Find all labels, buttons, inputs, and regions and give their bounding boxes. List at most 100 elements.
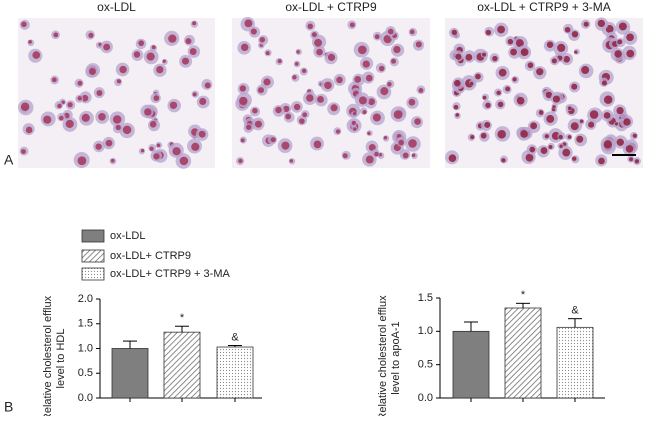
lipid — [391, 58, 397, 64]
lipid — [564, 26, 571, 33]
lipid — [192, 92, 197, 97]
lipid — [281, 141, 290, 150]
lipid — [162, 59, 166, 63]
lipid — [244, 19, 253, 28]
lipid — [285, 113, 292, 120]
lipid — [409, 29, 415, 35]
lipid — [470, 135, 475, 140]
y-tick-label: 2.0 — [78, 293, 93, 305]
bar — [504, 307, 542, 399]
lipid — [372, 113, 381, 122]
lipid — [365, 74, 373, 82]
lipid — [538, 110, 544, 115]
legend-swatch — [81, 267, 105, 281]
lipid — [144, 108, 152, 116]
lipid — [505, 86, 511, 92]
caption: ox-LDL + CTRP9 + 3-MA — [477, 0, 611, 14]
lipid — [185, 38, 192, 45]
lipid — [567, 135, 572, 139]
lipid — [616, 106, 624, 115]
significance: * — [521, 289, 526, 301]
lipid — [497, 130, 506, 139]
lipid — [527, 62, 534, 69]
lipid — [81, 113, 90, 122]
lipid — [383, 34, 392, 44]
lipid — [181, 57, 190, 65]
legend-swatch — [81, 229, 105, 243]
lipid — [156, 143, 161, 148]
lipid — [191, 142, 200, 151]
lipid — [516, 96, 525, 105]
lipid — [140, 148, 145, 153]
lipid — [199, 97, 207, 105]
lipid — [387, 82, 392, 87]
significance: * — [180, 312, 185, 324]
lipid — [530, 122, 538, 130]
y-tick-label: 0.0 — [418, 392, 433, 404]
y-tick-label: 1.0 — [78, 342, 93, 354]
lipid — [571, 83, 578, 90]
lipid — [374, 151, 379, 157]
lipid — [393, 110, 403, 119]
lipid — [603, 112, 611, 119]
lipid — [378, 65, 385, 72]
lipid — [598, 157, 605, 165]
lipid — [110, 158, 115, 163]
bar — [556, 326, 594, 399]
lipid — [574, 50, 578, 54]
lipid — [289, 159, 294, 163]
lipid — [122, 125, 132, 135]
lipid — [579, 119, 584, 124]
lipid — [567, 106, 572, 111]
lipid — [43, 115, 52, 124]
lipid — [77, 96, 82, 101]
lipid — [551, 58, 557, 64]
lipid — [415, 41, 422, 48]
lipid — [296, 50, 300, 54]
lipid — [418, 88, 424, 93]
lipid — [358, 96, 367, 105]
lipid — [605, 25, 614, 33]
lipid — [316, 48, 323, 56]
lipid — [632, 133, 637, 138]
lipid — [349, 22, 355, 28]
lipid — [96, 90, 103, 97]
lipid — [259, 36, 266, 43]
lipid — [570, 122, 579, 131]
lipid — [353, 127, 357, 131]
lipid — [571, 30, 579, 38]
y-axis-label: level to apoA-1 — [390, 321, 402, 394]
lipid — [544, 134, 549, 139]
micrographs — [18, 17, 643, 169]
lipid — [617, 39, 623, 45]
lipid — [238, 158, 243, 164]
caption: ox-LDL + CTRP9 — [285, 0, 377, 14]
lipid — [330, 104, 338, 112]
y-tick-label: 0.5 — [418, 359, 433, 371]
lipid — [629, 157, 634, 162]
lipid — [95, 143, 102, 150]
lipid — [156, 65, 164, 74]
lipid — [67, 102, 73, 108]
lipid — [480, 132, 487, 139]
bar — [452, 330, 490, 399]
lipid — [57, 103, 62, 109]
lipid — [368, 98, 375, 106]
lipid — [51, 77, 57, 83]
lipid — [240, 138, 245, 143]
y-tick-label: 0.0 — [78, 392, 93, 404]
lipid — [393, 45, 401, 54]
lipid — [270, 137, 276, 143]
panel-label: A — [4, 152, 14, 168]
lipid — [277, 59, 282, 64]
lipid — [354, 76, 362, 83]
lipid — [301, 68, 307, 74]
lipid — [402, 152, 409, 159]
caption: ox-LDL — [97, 0, 136, 14]
panel-label: B — [4, 399, 13, 415]
lipid — [465, 53, 473, 61]
lipid — [448, 154, 457, 162]
lipid — [572, 156, 577, 161]
lipid — [383, 136, 388, 140]
lipid — [484, 121, 491, 128]
